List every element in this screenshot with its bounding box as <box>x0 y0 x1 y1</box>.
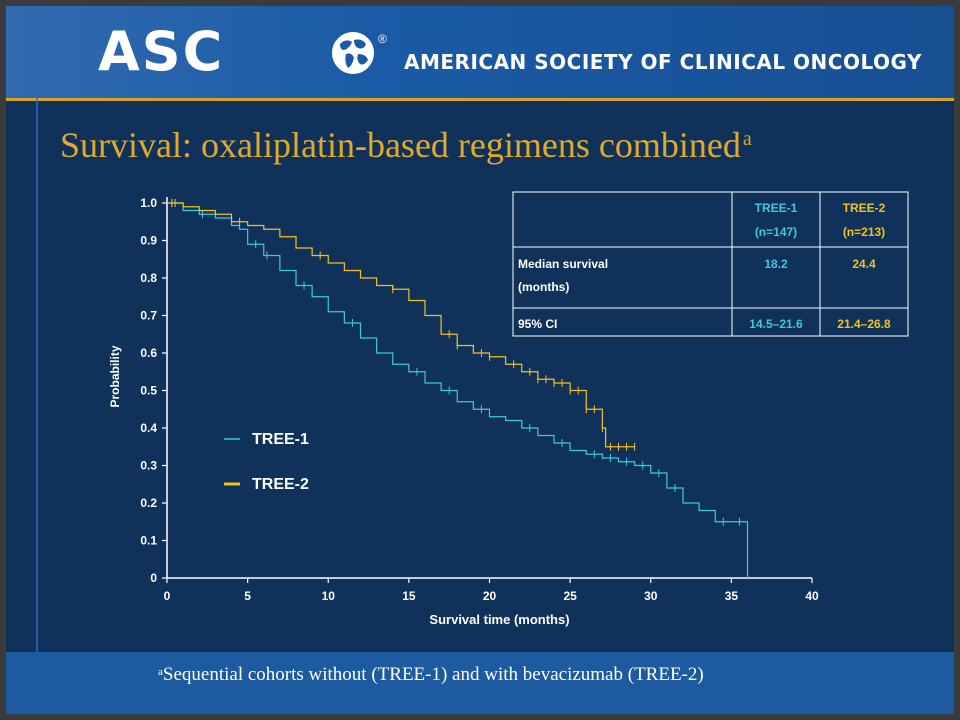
left-divider <box>36 98 38 658</box>
y-tick-label: 0.2 <box>140 496 157 510</box>
asco-logo: ASC <box>98 20 225 83</box>
y-tick-label: 0.3 <box>140 459 157 473</box>
x-tick-label: 40 <box>805 589 819 603</box>
organization-name: AMERICAN SOCIETY OF CLINICAL ONCOLOGY <box>404 50 922 74</box>
x-tick-label: 35 <box>725 589 739 603</box>
tree-1-survival-curve <box>167 202 749 578</box>
title-footnote-marker: a <box>742 128 752 150</box>
tree-2-survival-curve <box>167 202 635 448</box>
footnote: aSequential cohorts without (TREE-1) and… <box>158 664 704 686</box>
slide: ASC ® AMERICAN SOCIETY OF CLINICAL ONCOL… <box>6 6 954 714</box>
x-axis-label: Survival time (months) <box>429 612 569 627</box>
y-tick-label: 0 <box>150 571 157 585</box>
x-tick-label: 25 <box>563 589 577 603</box>
table-cell-tree1: 18.2 <box>764 257 788 271</box>
table-row-label: Median survival <box>518 257 608 271</box>
table-header: TREE-2 <box>843 201 886 215</box>
gold-divider <box>6 98 954 101</box>
y-tick-label: 0.8 <box>140 271 157 285</box>
summary-table <box>512 191 909 337</box>
y-tick-label: 0.1 <box>140 534 157 548</box>
header-banner: ASC ® AMERICAN SOCIETY OF CLINICAL ONCOL… <box>6 6 954 98</box>
table-cell-tree1: 14.5–21.6 <box>749 317 803 331</box>
x-tick-label: 30 <box>644 589 658 603</box>
x-tick-label: 0 <box>164 589 171 603</box>
survival-chart: 0 0.1 0.2 0.3 0.4 0.5 0.6 0.7 0.8 0.9 1.0 0 5 10 15 20 2… <box>108 191 909 627</box>
table-row-label: (months) <box>518 280 569 294</box>
x-tick-label: 10 <box>322 589 336 603</box>
x-tick-label: 20 <box>483 589 497 603</box>
table-header: TREE-1 <box>755 201 798 215</box>
table-cell-tree2: 21.4–26.8 <box>837 317 891 331</box>
table-row-label: 95% CI <box>518 317 557 331</box>
globe-icon <box>330 30 376 76</box>
slide-title-text: Survival: oxaliplatin-based regimens com… <box>60 125 741 165</box>
y-tick-label: 0.4 <box>140 421 157 435</box>
banner-gradient <box>6 6 954 98</box>
y-tick-label: 0.7 <box>140 309 157 323</box>
y-tick-label: 0.6 <box>140 346 157 360</box>
y-axis-label: Probability <box>108 345 122 407</box>
table-cell-tree2: 24.4 <box>852 257 876 271</box>
footer-band <box>6 652 954 714</box>
tree-1-legend-label: TREE-1 <box>252 431 309 448</box>
slide-title: Survival: oxaliplatin-based regimens com… <box>60 124 752 166</box>
table-header-n: (n=213) <box>843 225 885 239</box>
y-tick-label: 1.0 <box>140 196 157 210</box>
footnote-marker: a <box>158 666 163 678</box>
x-tick-label: 5 <box>244 589 251 603</box>
y-tick-label: 0.9 <box>140 234 157 248</box>
x-tick-label: 15 <box>402 589 416 603</box>
tree-2-legend-label: TREE-2 <box>252 476 309 493</box>
footnote-text: Sequential cohorts without (TREE-1) and … <box>162 664 704 685</box>
registered-mark: ® <box>378 32 387 46</box>
y-tick-label: 0.5 <box>140 384 157 398</box>
table-header-n: (n=147) <box>755 225 797 239</box>
